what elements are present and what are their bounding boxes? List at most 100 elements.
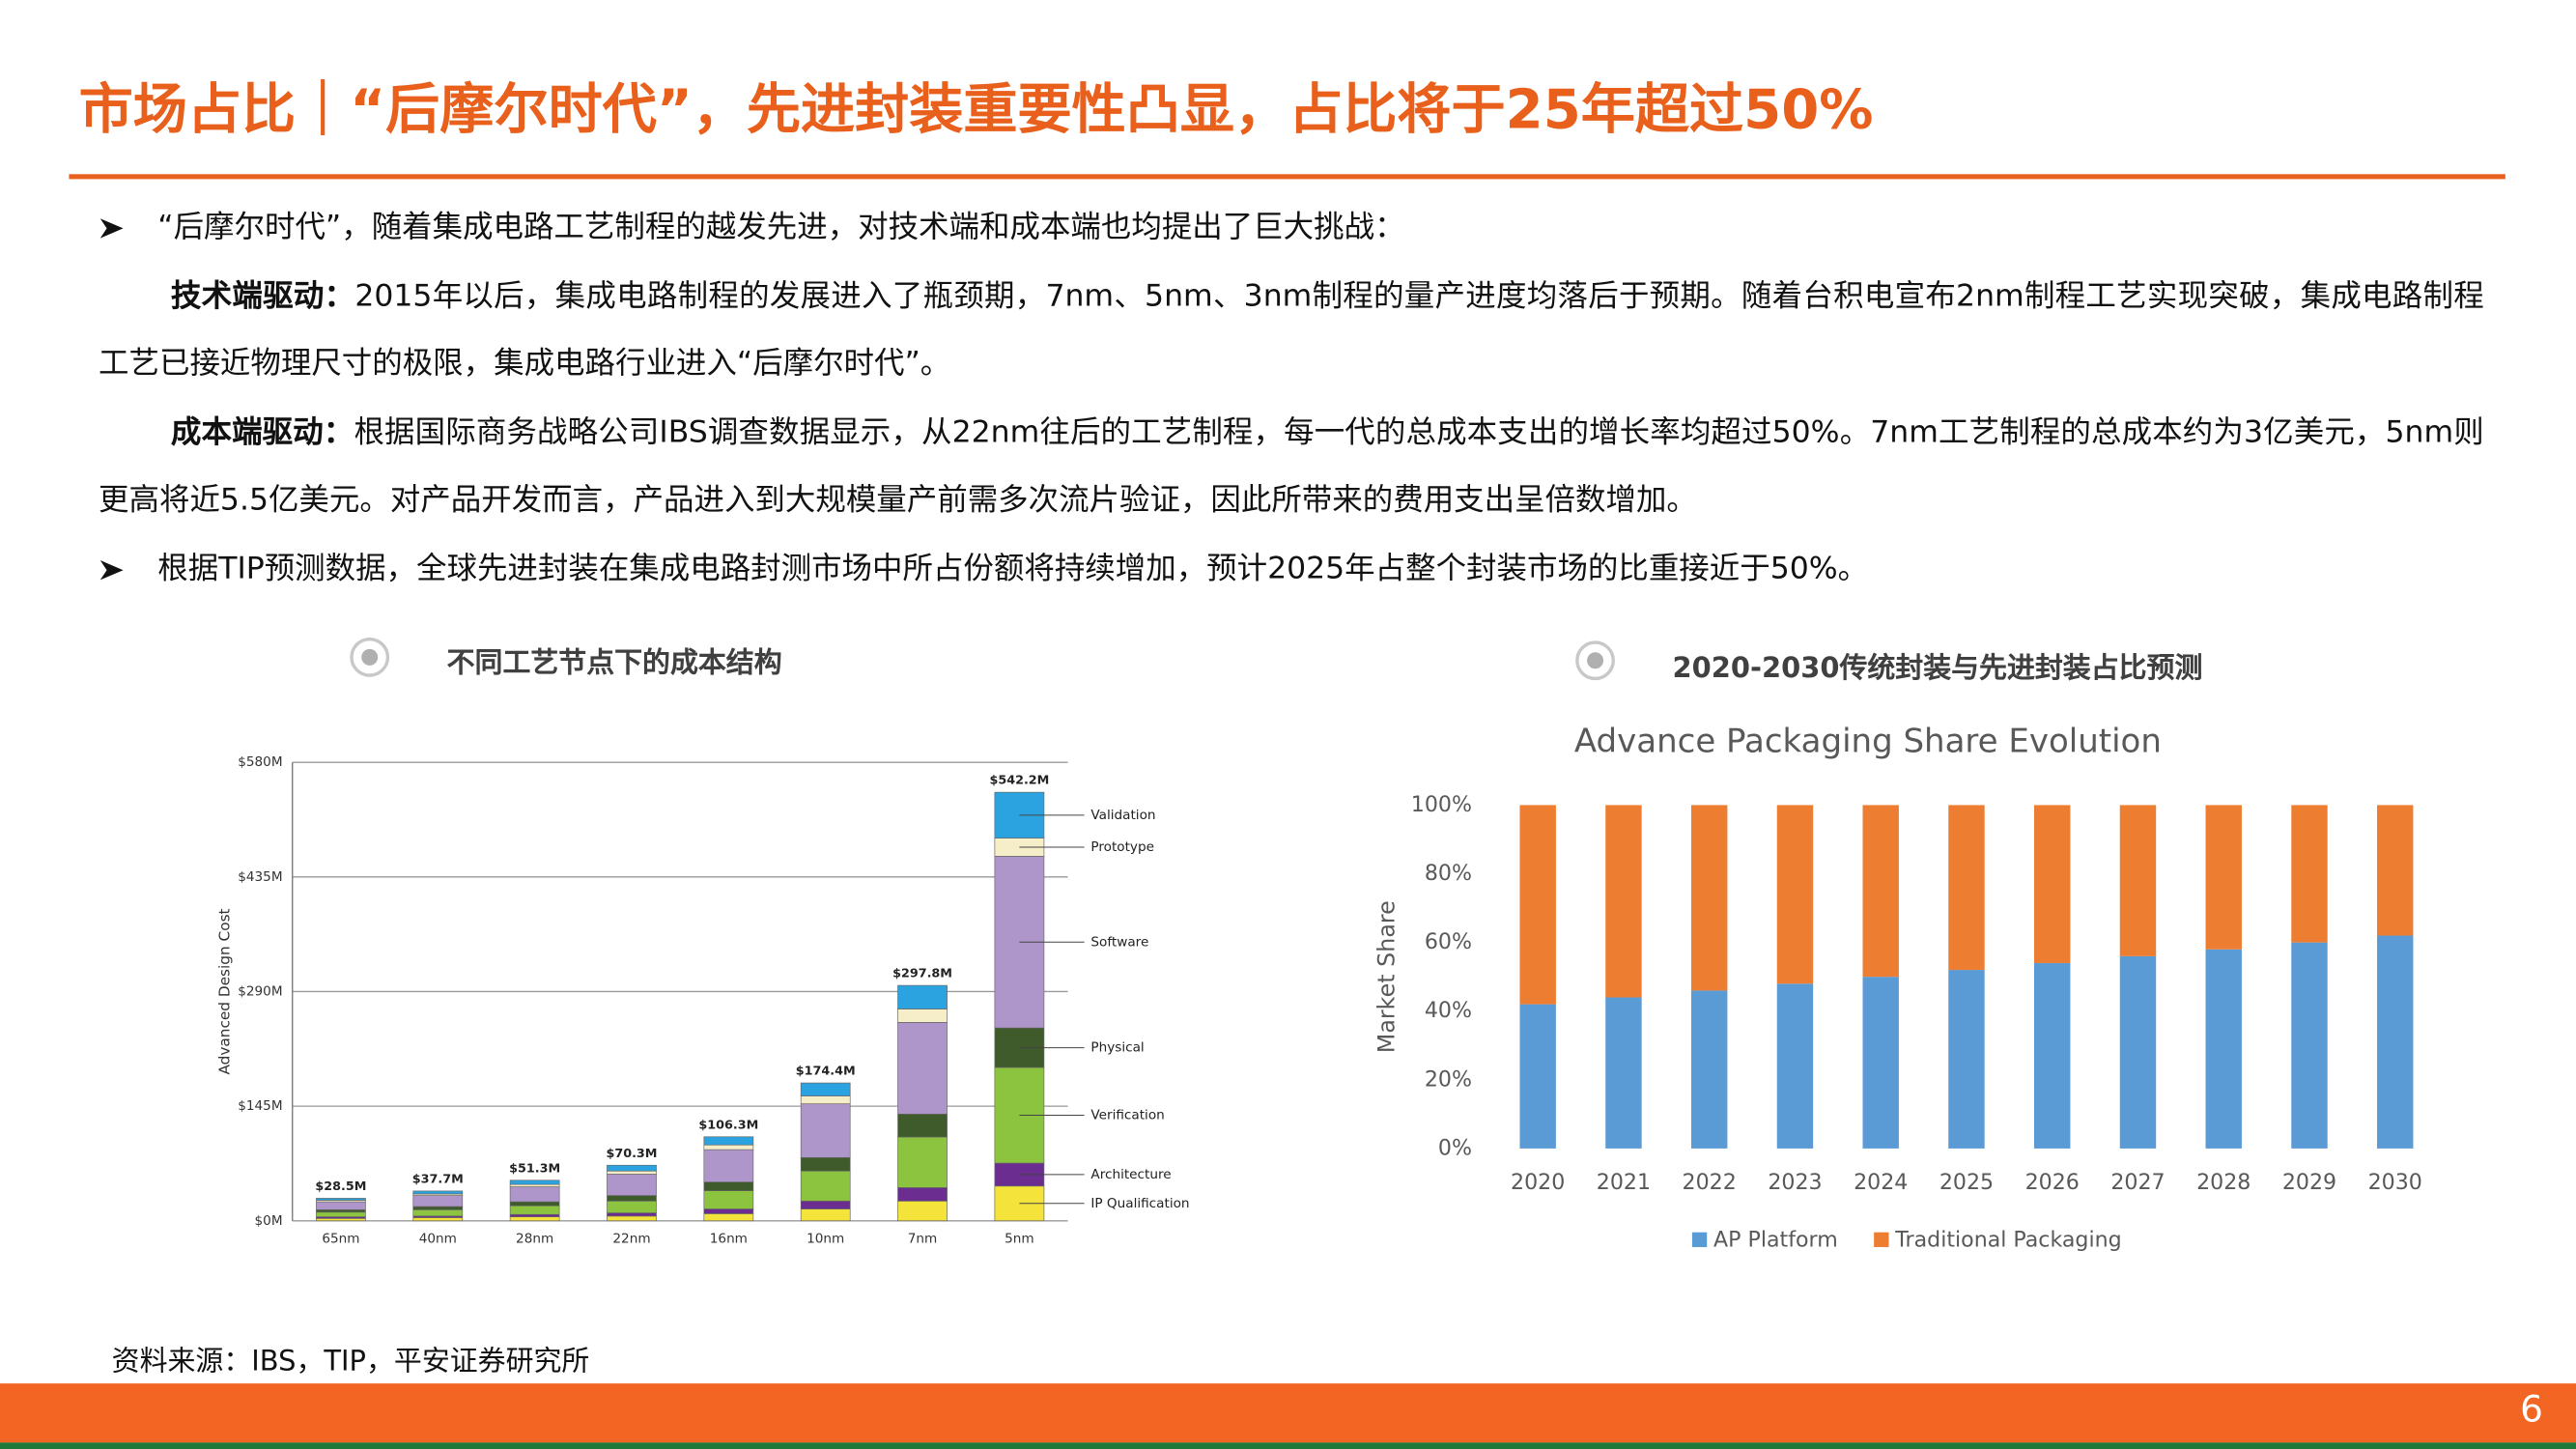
data-label: $174.4M: [796, 1065, 856, 1079]
bar-segment: [800, 1103, 851, 1158]
x-tick-label: 7nm: [908, 1231, 938, 1246]
y-tick-label: $435M: [238, 869, 282, 885]
bar-segment: [509, 1205, 560, 1215]
bar-segment: [897, 1113, 948, 1138]
bar-segment: [2205, 949, 2242, 1149]
bar-segment: [509, 1183, 560, 1187]
bar-segment: [800, 1156, 851, 1172]
bar-segment: [800, 1200, 851, 1209]
chart-caption: 不同工艺节点下的成本结构: [446, 647, 782, 681]
bar-segment: [800, 1170, 851, 1202]
x-tick-label: 28nm: [516, 1231, 553, 1246]
bar-segment: [800, 1095, 851, 1105]
bar-segment: [703, 1144, 754, 1151]
x-tick-label: 16nm: [710, 1231, 748, 1246]
x-tick-label: 2024: [1854, 1170, 1908, 1195]
bar-segment: [897, 1200, 948, 1222]
paragraph-label: 成本端驱动：: [170, 414, 354, 450]
y-tick-label: 20%: [1425, 1066, 1472, 1092]
y-tick-label: 40%: [1425, 998, 1472, 1023]
bar-segment: [1862, 805, 1899, 978]
bar-segment: [607, 1164, 657, 1172]
bar-segment: [800, 1208, 851, 1222]
bar-segment: [1776, 805, 1814, 984]
legend-label: AP Platform: [1713, 1228, 1838, 1253]
paragraph: 成本端驱动：根据国际商务战略公司IBS调查数据显示，从22nm往后的工艺制程，每…: [99, 398, 2484, 534]
y-tick-label: 60%: [1425, 929, 1472, 954]
data-label: $542.2M: [989, 774, 1049, 788]
y-tick-label: $580M: [238, 754, 282, 770]
y-axis-title: Advanced Design Cost: [216, 908, 234, 1074]
y-tick-label: 0%: [1438, 1135, 1472, 1160]
y-tick-label: 80%: [1425, 861, 1472, 886]
bar-segment: [412, 1206, 464, 1210]
x-tick-label: 2027: [2110, 1170, 2165, 1195]
footer-line: [0, 1442, 2576, 1449]
data-label: $37.7M: [412, 1173, 464, 1187]
bar-segment: [703, 1181, 754, 1192]
bar-segment: [412, 1217, 464, 1222]
caption-icon: [1575, 640, 1615, 681]
x-tick-label: 40nm: [419, 1231, 457, 1246]
bar-segment: [703, 1136, 754, 1146]
bar-segment: [1519, 1004, 1556, 1149]
bar-segment: [897, 1022, 948, 1115]
legend-label: Validation: [1090, 808, 1155, 823]
bar-segment: [897, 1136, 948, 1188]
slide-title: 市场占比｜“后摩尔时代”，先进封装重要性凸显，占比将于25年超过50%: [78, 76, 1874, 142]
paragraph: 技术端驱动：2015年以后，集成电路制程的发展进入了瓶颈期，7nm、5nm、3n…: [99, 262, 2484, 398]
x-tick-label: 2023: [1768, 1170, 1822, 1195]
data-label: $106.3M: [698, 1118, 758, 1132]
data-label: $70.3M: [606, 1147, 657, 1161]
x-tick-label: 2029: [2282, 1170, 2336, 1195]
bar-segment: [607, 1170, 657, 1175]
y-axis-title: Market Share: [1373, 900, 1401, 1053]
bar-segment: [2119, 955, 2157, 1149]
bar-segment: [897, 1187, 948, 1202]
bar-segment: [412, 1208, 464, 1217]
bar-segment: [1690, 805, 1728, 991]
bar-segment: [2119, 805, 2157, 956]
legend-label: Prototype: [1090, 839, 1154, 855]
bullet-icon: [99, 218, 124, 239]
bar-segment: [316, 1211, 366, 1218]
x-tick-label: 2030: [2368, 1170, 2422, 1195]
legend-label: Physical: [1090, 1040, 1144, 1056]
x-tick-label: 65nm: [322, 1231, 359, 1246]
bullet-icon: [99, 559, 124, 580]
y-tick-label: $145M: [238, 1098, 282, 1114]
bar-segment: [703, 1149, 754, 1183]
bar-segment: [800, 1082, 851, 1096]
bar-segment: [316, 1201, 366, 1210]
bar-segment: [1690, 990, 1728, 1149]
caption-icon: [350, 637, 390, 677]
paragraph-text: 根据国际商务战略公司IBS调查数据显示，从22nm往后的工艺制程，每一代的总成本…: [99, 414, 2484, 518]
legend-label: Architecture: [1090, 1167, 1171, 1182]
bar-segment: [607, 1212, 657, 1217]
x-tick-label: 2025: [1939, 1170, 1994, 1195]
legend-label: Software: [1090, 934, 1148, 950]
paragraph-text: “后摩尔时代”，随着集成电路工艺制程的越发先进，对技术端和成本端也均提出了巨大挑…: [157, 210, 1405, 245]
x-tick-label: 2020: [1511, 1170, 1565, 1195]
paragraph-label: 技术端驱动：: [170, 278, 355, 314]
bullet-paragraph: 根据TIP预测数据，全球先进封装在集成电路封测市场中所占份额将持续增加，预计20…: [99, 535, 2484, 604]
data-label: $51.3M: [509, 1161, 560, 1176]
bar-segment: [2291, 805, 2328, 943]
bar-segment: [607, 1195, 657, 1202]
bar-segment: [703, 1190, 754, 1209]
x-tick-label: 10nm: [807, 1231, 844, 1246]
bar-segment: [316, 1208, 366, 1213]
x-tick-label: 2026: [2025, 1170, 2080, 1195]
chart-title: Advance Packaging Share Evolution: [1574, 722, 2162, 760]
title-rule: [69, 174, 2505, 180]
data-label: $28.5M: [315, 1179, 366, 1194]
bar-segment: [1948, 805, 1985, 971]
bar-segment: [703, 1208, 754, 1214]
legend-label: Traditional Packaging: [1894, 1228, 2121, 1253]
legend-label: IP Qualification: [1090, 1196, 1189, 1211]
x-tick-label: 5nm: [1005, 1231, 1034, 1246]
bar-segment: [1948, 970, 1985, 1149]
